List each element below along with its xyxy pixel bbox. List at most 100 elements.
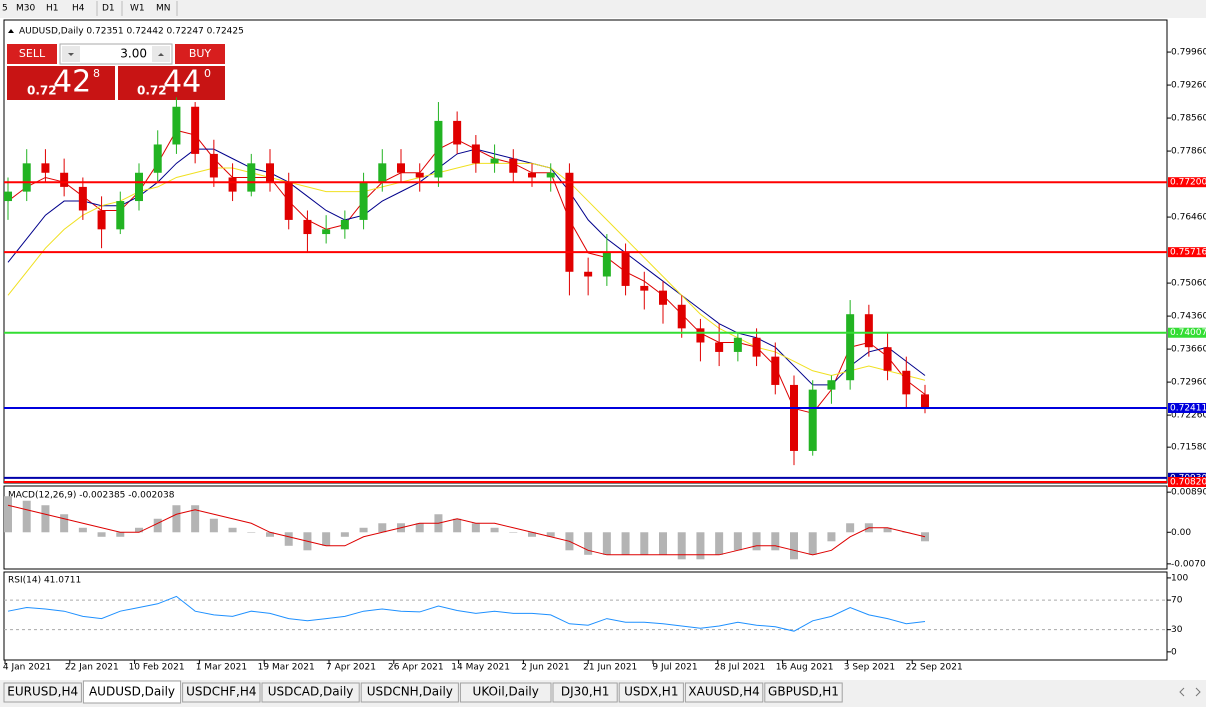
candle-body [284, 182, 293, 220]
candle-body [921, 394, 929, 408]
y-tick-label: 0.73660 [1171, 345, 1206, 355]
macd-bar [659, 532, 667, 555]
tab[interactable] [552, 682, 618, 703]
macd-bar [322, 532, 331, 546]
candle-body [415, 172, 424, 178]
y-tick-label: 0 [1171, 647, 1177, 657]
rsi-pane [3, 571, 1168, 661]
ask-small: 0 [204, 67, 211, 80]
candle-body [135, 172, 143, 202]
tab-label[interactable]: DJ30,H1 [561, 685, 610, 699]
macd-bar [340, 532, 349, 537]
timeframe-button[interactable]: H1 [46, 4, 59, 14]
sell-label[interactable]: SELL [19, 47, 46, 60]
y-tick-label: 100 [1171, 573, 1188, 583]
candle-body [827, 380, 836, 390]
y-tick-label: 70 [1171, 596, 1183, 606]
macd-bar [696, 532, 705, 560]
tab-label[interactable]: EURUSD,H4 [7, 685, 78, 699]
tab-label[interactable]: UKOil,Daily [473, 685, 539, 699]
rsi-line [7, 595, 926, 632]
candle-body [322, 229, 331, 235]
y-tick-label: 0.79260 [1171, 81, 1206, 91]
y-tick-label: 0.76460 [1171, 213, 1206, 223]
tab[interactable] [360, 682, 459, 703]
tab-label[interactable]: AUDUSD,Daily [89, 685, 175, 699]
macd-bar [172, 505, 181, 533]
candle-body [228, 177, 237, 192]
macd-bar [247, 532, 256, 533]
tab[interactable] [684, 682, 764, 703]
sell-button[interactable] [7, 44, 57, 64]
macd-bar [453, 518, 462, 533]
tab-label[interactable]: XAUUSD,H4 [688, 685, 759, 699]
tab[interactable] [459, 682, 552, 703]
volume-value[interactable]: 3.00 [120, 47, 147, 61]
timeframe-button[interactable]: D1 [102, 4, 115, 14]
tab[interactable] [764, 682, 843, 703]
tab[interactable] [618, 682, 684, 703]
timeframe-button[interactable]: MN [156, 4, 171, 14]
level-label: 0.77200 [1170, 178, 1206, 188]
x-tick-label: 1 Mar 2021 [196, 663, 247, 673]
level-label: 0.75716 [1170, 248, 1206, 258]
candle-body [453, 120, 462, 145]
x-tick-label: 19 Mar 2021 [258, 663, 315, 673]
macd-bar [209, 518, 218, 533]
macd-bar [509, 532, 518, 533]
collapse-icon[interactable] [8, 29, 14, 33]
level-label: 0.72411 [1170, 403, 1206, 413]
candle-body [902, 370, 911, 395]
x-tick-label: 16 Aug 2021 [776, 663, 834, 673]
candle-body [4, 191, 12, 202]
timeframe-button[interactable]: W1 [130, 4, 145, 14]
timeframe-button[interactable]: 5 [2, 4, 8, 14]
y-tick-label: 0.75060 [1171, 279, 1206, 289]
level-tag [1168, 247, 1206, 258]
candle-body [191, 106, 200, 154]
tab-label[interactable]: USDCNH,Daily [367, 685, 453, 699]
buy-label[interactable]: BUY [189, 47, 212, 60]
macd-bar [359, 527, 368, 533]
macd-bar [97, 532, 106, 537]
scroll-right[interactable] [1195, 687, 1201, 697]
candle-body [266, 163, 274, 183]
candle-body [565, 172, 574, 272]
y-tick-label: 0.008904 [1171, 488, 1206, 498]
candle-body [715, 342, 724, 352]
tab[interactable] [3, 682, 82, 703]
candle-body [490, 158, 499, 164]
macd-bar [284, 532, 293, 546]
tab[interactable] [82, 680, 182, 704]
macd-bar [640, 532, 649, 555]
macd-bar [41, 505, 50, 533]
moving-average [7, 162, 926, 381]
y-tick-label: 0.79960 [1171, 48, 1206, 58]
candle-body [771, 356, 780, 385]
ask-prefix: 0.72 [137, 84, 167, 98]
buy-button[interactable] [175, 44, 225, 64]
timeframe-button[interactable]: H4 [72, 4, 85, 14]
scroll-left[interactable] [1179, 687, 1185, 697]
chart-header: AUDUSD,Daily 0.72351 0.72442 0.72247 0.7… [19, 27, 244, 37]
volume-box[interactable] [59, 43, 173, 65]
tab[interactable] [261, 682, 360, 703]
tab-label[interactable]: USDCAD,Daily [268, 685, 354, 699]
candle-body [752, 337, 761, 357]
ask-box[interactable] [118, 66, 225, 100]
macd-bar [733, 532, 742, 551]
bid-box[interactable] [7, 66, 115, 100]
tab-label[interactable]: GBPUSD,H1 [768, 685, 839, 699]
tab[interactable] [182, 682, 261, 703]
macd-bar [415, 523, 424, 533]
macd-bar [4, 496, 12, 533]
tab-label[interactable]: USDCHF,H4 [186, 685, 256, 699]
macd-bar [677, 532, 686, 560]
macd-bar [528, 532, 536, 537]
x-tick-label: 22 Sep 2021 [906, 663, 963, 673]
tab-label[interactable]: USDX,H1 [624, 685, 678, 699]
timeframe-button[interactable]: M30 [16, 4, 35, 14]
candle-body [97, 210, 106, 230]
